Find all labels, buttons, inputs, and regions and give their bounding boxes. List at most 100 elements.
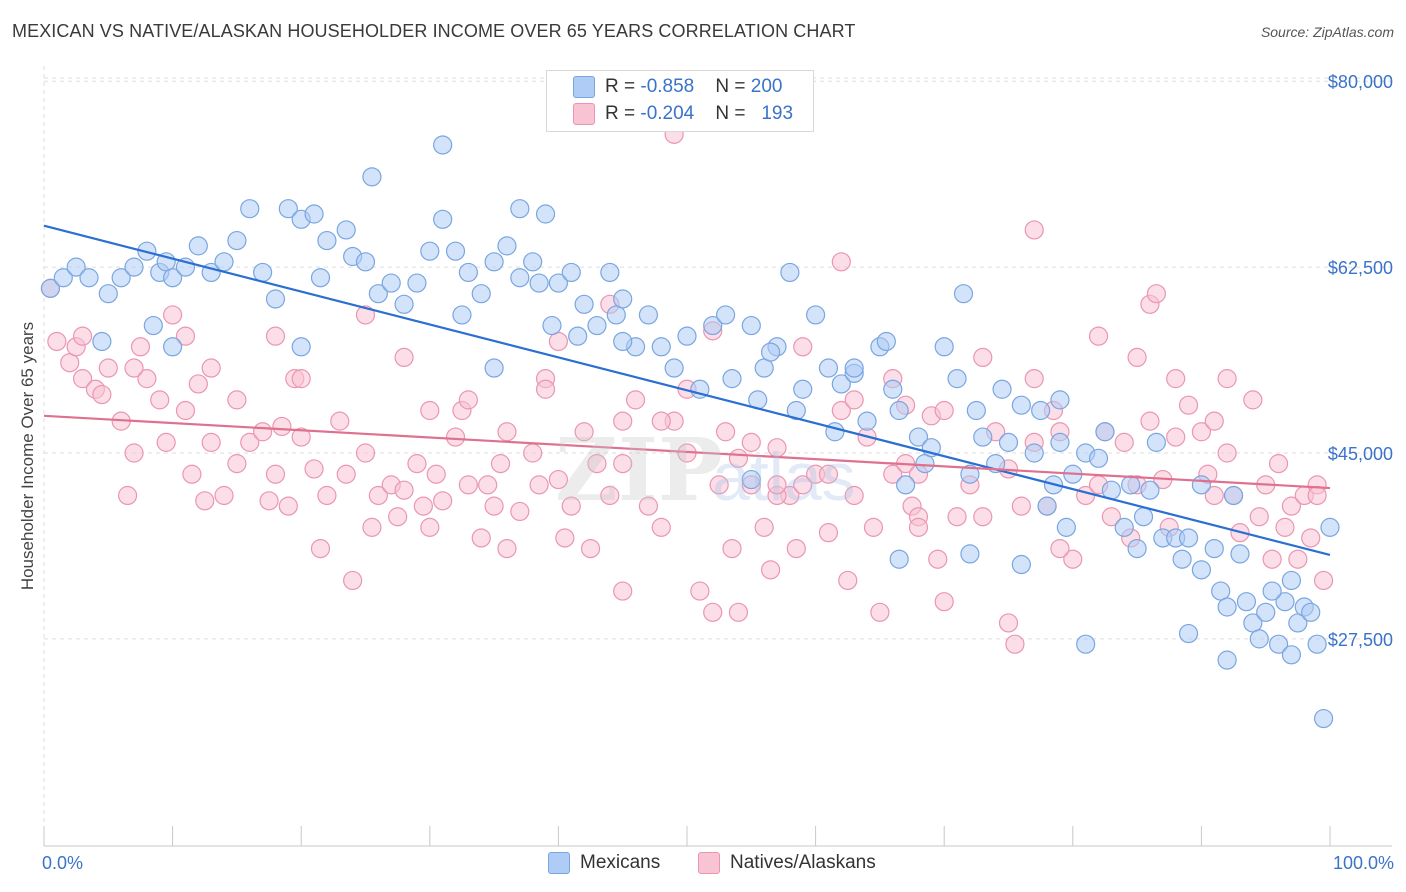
natives-point: [818, 523, 839, 543]
natives-point: [908, 517, 929, 537]
mexicans-point: [613, 289, 633, 309]
mexicans-point: [1050, 432, 1070, 452]
series-legend: Mexicans Natives/Alaskans: [0, 850, 1406, 878]
natives-point: [844, 390, 864, 410]
mexicans-point: [420, 241, 440, 261]
natives-point: [484, 496, 504, 516]
natives-point: [317, 485, 337, 506]
mexicans-point: [934, 337, 954, 357]
natives-point: [1050, 538, 1070, 559]
mexicans-point: [1268, 634, 1289, 654]
mexicans-point: [66, 257, 86, 277]
svg-text:atlas: atlas: [712, 439, 856, 515]
legend-r-value: -0.858: [640, 76, 695, 97]
mexicans-point: [433, 135, 453, 155]
natives-point: [587, 454, 607, 474]
mexicans-point: [163, 337, 183, 357]
legend-r-label: R =: [605, 76, 641, 97]
natives-point: [278, 496, 298, 516]
mexicans-point: [1037, 496, 1057, 516]
mexicans-point: [1320, 517, 1340, 537]
natives-point: [651, 517, 671, 537]
natives-point: [362, 517, 382, 537]
natives-point: [214, 485, 234, 506]
natives-point: [188, 374, 208, 394]
natives-point: [458, 475, 478, 495]
legend-swatch-pink: [698, 852, 720, 874]
mexicans-point: [452, 305, 472, 325]
mexicans-point: [831, 374, 851, 394]
legend-item-natives[interactable]: Natives/Alaskans: [698, 852, 876, 874]
legend-n-label: N =: [715, 103, 751, 124]
natives-point: [1114, 432, 1134, 452]
natives-point: [182, 464, 202, 484]
legend-swatch-pink: [573, 103, 595, 125]
natives-point: [793, 475, 813, 495]
natives-point: [947, 507, 967, 527]
legend-label-mexicans: Mexicans: [580, 852, 661, 873]
natives-point: [1146, 284, 1166, 304]
natives-point: [831, 400, 851, 421]
mexicans-point: [458, 262, 478, 283]
natives-point: [433, 491, 453, 511]
mexicans-point: [484, 252, 504, 272]
mexicans-point: [1172, 549, 1192, 569]
natives-point: [1249, 507, 1269, 527]
mexicans-point: [278, 199, 298, 219]
natives-point: [523, 443, 543, 463]
mexicans-point: [227, 230, 247, 251]
natives-point: [1166, 427, 1186, 447]
mexicans-point: [1088, 448, 1109, 468]
natives-point: [709, 475, 729, 495]
mexicans-point: [722, 369, 742, 389]
mexicans-point: [1024, 443, 1044, 463]
correlation-legend: R = -0.858 N = 200 R = -0.204 N = 193: [546, 70, 814, 132]
mexicans-point: [92, 331, 112, 352]
natives-point: [863, 517, 884, 537]
mexicans-point: [484, 358, 504, 378]
mexicans-point: [664, 358, 684, 378]
chart-title: MEXICAN VS NATIVE/ALASKAN HOUSEHOLDER IN…: [12, 21, 856, 41]
mexicans-point: [291, 337, 311, 357]
mexicans-point: [143, 315, 163, 336]
legend-n-label: N =: [715, 76, 751, 97]
mexicans-point: [1178, 623, 1199, 644]
natives-point: [117, 485, 138, 506]
natives-point: [355, 305, 376, 325]
x-tick-label-min: 0.0%: [42, 853, 83, 873]
legend-swatch-blue: [548, 852, 570, 874]
natives-point: [715, 422, 736, 442]
natives-point: [175, 326, 196, 346]
natives-point: [60, 353, 80, 373]
mexicans-point: [433, 209, 453, 229]
y-tick-label: $27,500: [1328, 630, 1393, 650]
natives-point: [1217, 369, 1237, 389]
mexicans-point: [1178, 528, 1199, 548]
mexicans-point: [889, 400, 909, 421]
mexicans-point: [953, 284, 974, 304]
x-tick-label-max: 100.0%: [1333, 853, 1394, 873]
mexicans-point: [844, 358, 864, 378]
mexicans-point: [362, 167, 382, 187]
mexicans-point: [1301, 602, 1321, 622]
natives-point: [490, 454, 511, 474]
mexicans-point: [548, 273, 569, 293]
mexicans-point: [1191, 475, 1212, 495]
natives-point: [1088, 326, 1109, 346]
mexicans-point: [857, 411, 877, 431]
legend-item-mexicans[interactable]: Mexicans: [548, 852, 660, 874]
legend-swatch-blue: [573, 76, 595, 98]
legend-n-value: 200: [750, 76, 783, 97]
mexicans-point: [1217, 650, 1237, 670]
mexicans-point: [1281, 645, 1302, 665]
natives-point: [1268, 454, 1289, 474]
natives-point: [394, 347, 414, 368]
natives-point: [1307, 485, 1327, 506]
natives-point: [818, 464, 839, 484]
y-tick-label: $62,500: [1328, 258, 1393, 278]
mexicans-point: [1050, 390, 1070, 410]
mexicans-point: [124, 257, 144, 277]
natives-point: [741, 432, 761, 452]
natives-point: [651, 411, 671, 431]
